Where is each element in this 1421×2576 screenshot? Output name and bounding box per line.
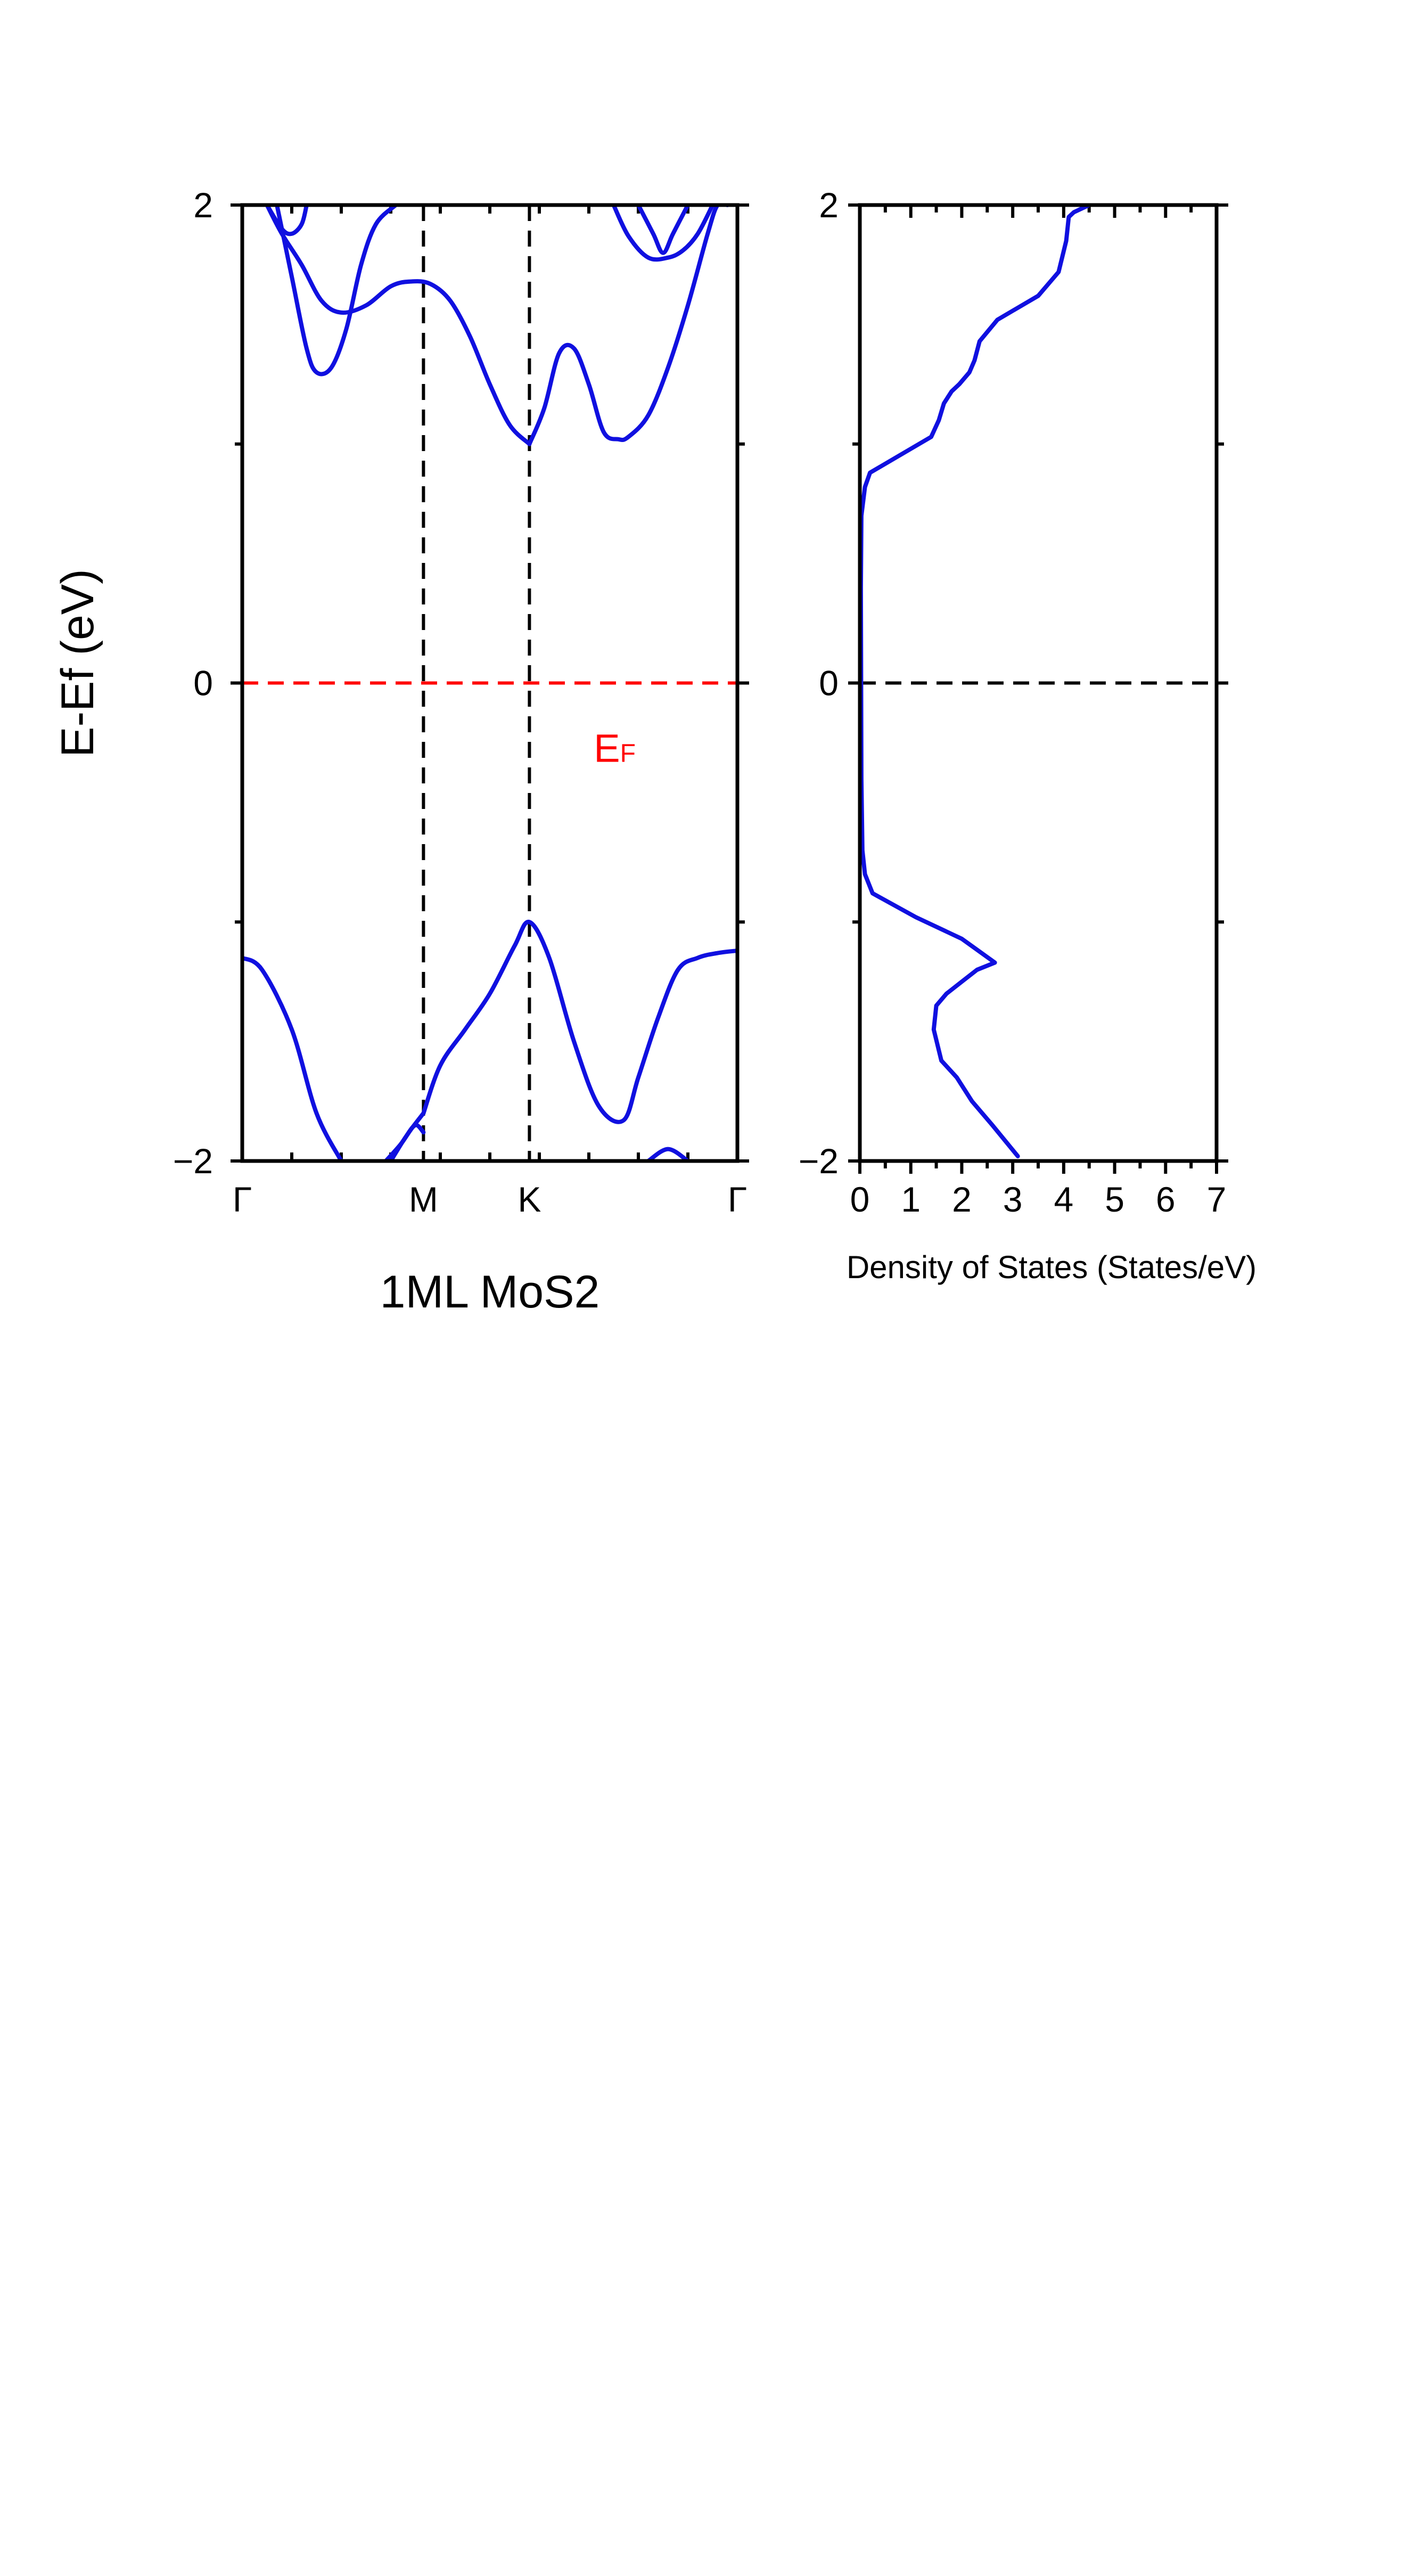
fermi-level-label-sub: F xyxy=(620,740,636,768)
band-y-tick-labels: −2 0 2 xyxy=(173,185,213,1181)
band-line-7 xyxy=(265,205,309,236)
band-line-10 xyxy=(636,205,690,255)
band-line-9 xyxy=(611,205,715,262)
k-point-label-3: Γ xyxy=(728,1180,747,1219)
dos-axis-ticks xyxy=(848,203,1228,1174)
dos-plot-frame xyxy=(858,203,1219,1163)
dos-ytick-label-1: 0 xyxy=(819,664,839,703)
band-xlabel: 1ML MoS2 xyxy=(380,1266,600,1318)
dos-xtick-label-3: 3 xyxy=(1003,1180,1023,1219)
band-line-4 xyxy=(646,1147,690,1161)
dos-xtick-label-2: 2 xyxy=(952,1180,972,1219)
band-line-8 xyxy=(527,205,730,446)
k-point-label-1: M xyxy=(409,1180,438,1219)
band-line-3 xyxy=(421,920,737,1124)
band-ytick-label-1: 0 xyxy=(193,664,213,703)
dos-y-tick-labels: −2 0 2 xyxy=(799,185,839,1181)
dos-ytick-label-0: −2 xyxy=(799,1141,839,1181)
band-line-0 xyxy=(242,955,343,1161)
band-structure-panel: E-Ef (eV) −2 0 2 Γ M K Γ EF 1ML MoS2 xyxy=(52,185,749,1318)
dos-xtick-label-6: 6 xyxy=(1156,1180,1176,1219)
k-point-label-0: Γ xyxy=(233,1180,252,1219)
k-point-divider-lines xyxy=(422,205,531,1161)
dos-line-0 xyxy=(860,205,1091,1158)
band-line-2 xyxy=(389,1123,426,1161)
dos-xtick-label-5: 5 xyxy=(1105,1180,1124,1219)
band-ytick-label-0: −2 xyxy=(173,1141,213,1181)
fermi-level-label: EF xyxy=(594,726,636,771)
dos-lines xyxy=(860,205,1091,1158)
dos-xlabel: Density of States (States/eV) xyxy=(847,1249,1256,1285)
fermi-level-label-main: E xyxy=(594,726,620,771)
band-line-6 xyxy=(265,205,532,446)
band-lines xyxy=(242,205,737,1161)
dos-xtick-label-0: 0 xyxy=(850,1180,870,1219)
band-ylabel: E-Ef (eV) xyxy=(52,569,103,757)
band-plot-frame xyxy=(240,203,740,1163)
dos-xtick-label-7: 7 xyxy=(1207,1180,1227,1219)
dos-ytick-label-2: 2 xyxy=(819,185,839,225)
band-line-5 xyxy=(275,205,398,377)
dos-xtick-label-1: 1 xyxy=(901,1180,921,1219)
dos-xtick-label-4: 4 xyxy=(1054,1180,1073,1219)
k-point-label-2: K xyxy=(518,1180,541,1219)
band-ytick-label-2: 2 xyxy=(193,185,213,225)
